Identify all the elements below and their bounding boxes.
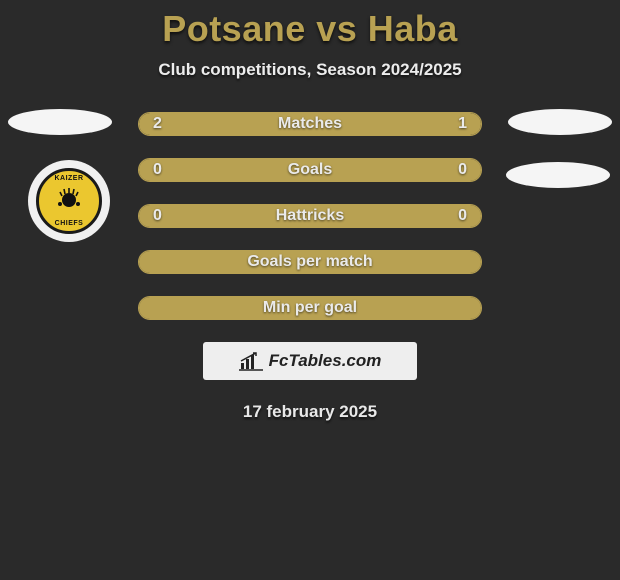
stat-row-matches: 2 Matches 1 [138,112,482,136]
stat-row-min-per-goal: Min per goal [138,296,482,320]
badge-head-icon [56,186,82,216]
brand-link[interactable]: FcTables.com [203,342,417,380]
stat-label: Matches [189,115,431,133]
stat-label: Goals per match [189,253,431,271]
badge-text-bottom: CHIEFS [55,220,84,227]
bar-chart-icon [239,351,263,371]
stat-left-value: 0 [139,207,189,225]
comparison-card: Potsane vs Haba Club competitions, Seaso… [0,0,620,422]
page-title: Potsane vs Haba [0,8,620,50]
player-left-placeholder [8,109,112,135]
stat-row-goals: 0 Goals 0 [138,158,482,182]
stats-area: KAIZER CHIEFS 2 Matches 1 [0,112,620,422]
stat-row-hattricks: 0 Hattricks 0 [138,204,482,228]
stat-left-value: 2 [139,115,189,133]
club-right-placeholder [506,162,610,188]
player-right-placeholder [508,109,612,135]
subtitle: Club competitions, Season 2024/2025 [0,60,620,80]
stat-right-value: 0 [431,207,481,225]
date-label: 17 february 2025 [0,402,620,422]
stat-row-goals-per-match: Goals per match [138,250,482,274]
brand-label: FcTables.com [269,351,382,371]
club-left-badge: KAIZER CHIEFS [28,160,110,242]
stat-right-value: 1 [431,115,481,133]
stat-label: Hattricks [189,207,431,225]
badge-text-top: KAIZER [54,175,83,182]
kaizer-chiefs-logo: KAIZER CHIEFS [36,168,102,234]
stat-right-value: 0 [431,161,481,179]
stat-left-value: 0 [139,161,189,179]
stat-label: Goals [189,161,431,179]
stat-label: Min per goal [189,299,431,317]
